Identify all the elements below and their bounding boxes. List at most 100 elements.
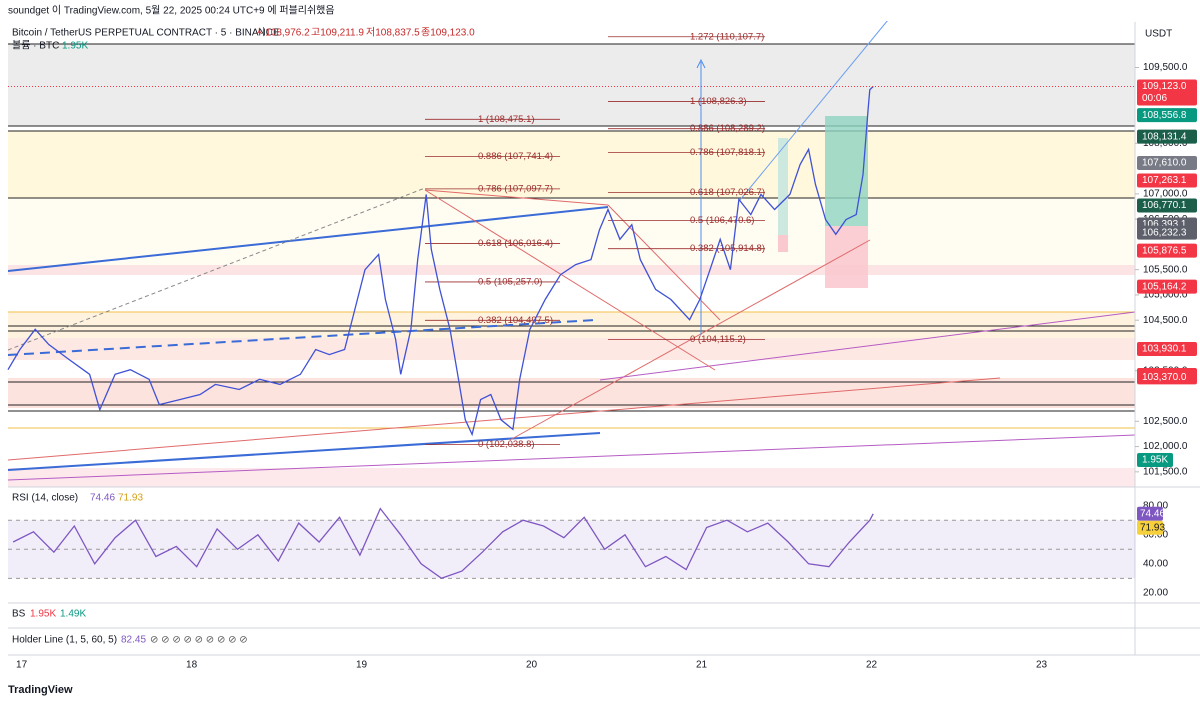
price-badge-sub: 00:06	[1142, 93, 1167, 104]
price-badge	[1137, 79, 1197, 106]
x-tick-label: 22	[866, 660, 878, 671]
price-line	[7, 86, 874, 437]
price-badge	[1137, 156, 1197, 171]
symbol: Bitcoin / TetherUS PERPETUAL CONTRACT · …	[12, 28, 280, 39]
orange-band	[8, 312, 1135, 338]
trend-line	[7, 432, 601, 471]
volume-label: 볼륨 · BTC	[12, 40, 59, 52]
rsi-badge-text: 74.46	[1140, 508, 1165, 519]
long-position-loss	[825, 226, 868, 288]
price-badge-text: 109,123.0	[1142, 81, 1187, 92]
fib-label: 0.5 (106,470.6)	[690, 215, 754, 226]
y-tick-label: 105,500.0	[1143, 264, 1188, 275]
trend-line	[7, 377, 1001, 461]
volume-badge-text: 1.95K	[1142, 455, 1168, 466]
y-tick-label: 104,500.0	[1143, 315, 1188, 326]
price-badge-text: 103,930.1	[1142, 344, 1187, 355]
dashed-trend-line	[7, 319, 596, 356]
price-badge-text: 103,370.0	[1142, 372, 1187, 383]
rsi-ma-badge	[1137, 520, 1163, 535]
trend-line	[599, 311, 1136, 381]
price-badge-text: 105,164.2	[1142, 281, 1187, 292]
long-position-profit	[825, 116, 868, 226]
y-tick-label: 107,000.0	[1143, 188, 1188, 199]
price-badge-text: 108,131.4	[1142, 131, 1187, 142]
pink-band	[8, 265, 1135, 275]
fib-label: 0 (102,038.8)	[478, 439, 535, 450]
yellow-levels	[8, 311, 1135, 429]
fib-label: 1.272 (110,107.7)	[690, 31, 764, 42]
price-badge	[1137, 129, 1197, 144]
rsi-ma-value: 71.93	[118, 493, 143, 504]
rsi-tick-label: 80.00	[1143, 500, 1168, 511]
price-badge-text: 108,556.8	[1142, 110, 1187, 121]
currency: USDT	[1145, 29, 1172, 40]
brand: TradingView	[8, 684, 73, 696]
x-tick-label: 19	[356, 660, 368, 671]
fib-label: 0.786 (107,818.1)	[690, 147, 765, 158]
price-badge-text: 106,232.3	[1142, 227, 1187, 238]
price-badge	[1137, 342, 1197, 357]
y-tick-label: 102,500.0	[1143, 416, 1188, 427]
publisher: soundget 이 TradingView.com, 5월 22, 2025 …	[8, 4, 335, 17]
trend-line	[7, 434, 1136, 481]
price-badge	[1137, 279, 1197, 294]
pink-band	[8, 468, 1135, 487]
small-loss-box	[778, 235, 788, 252]
price-badge	[1137, 243, 1197, 258]
holder-value: 82.45	[121, 635, 146, 646]
fib-label: 1 (108,826.3)	[690, 96, 747, 107]
fib-label: 0.886 (107,741.4)	[478, 151, 553, 162]
price-badge	[1137, 225, 1197, 240]
price-badge	[1137, 370, 1197, 385]
holder-icons: ⊘ ⊘ ⊘ ⊘ ⊘ ⊘ ⊘ ⊘ ⊘	[150, 635, 248, 646]
open: 시108,976.2	[256, 27, 310, 39]
price-badge-text: 107,263.1	[1142, 175, 1187, 186]
fib-label: 0.786 (107,097.7)	[478, 183, 553, 194]
price-badge-text: 105,876.5	[1142, 245, 1187, 256]
bs-value: 1.95K	[30, 609, 56, 620]
fib-label: 0.382 (105,914.8)	[690, 243, 765, 254]
volume-badge	[1137, 453, 1173, 467]
y-tick-label: 102,000.0	[1143, 441, 1188, 452]
arrow-head	[696, 58, 706, 69]
fib-label: 0.618 (106,016.4)	[478, 238, 553, 249]
high: 고109,211.9	[311, 28, 364, 39]
y-tick-label: 109,500.0	[1143, 62, 1188, 73]
bs-value: 1.49K	[60, 609, 86, 620]
y-tick-label: 105,000.0	[1143, 290, 1188, 301]
price-badge	[1137, 173, 1197, 188]
x-tick-label: 20	[526, 660, 538, 671]
pink-band	[8, 378, 1135, 408]
y-tick-label: 101,500.0	[1143, 466, 1188, 477]
pink-band	[8, 338, 1135, 360]
price-badge-text: 106,770.1	[1142, 200, 1187, 211]
x-tick-label: 18	[186, 660, 198, 671]
x-tick-label: 23	[1036, 660, 1048, 671]
price-badge-text: 107,610.0	[1142, 158, 1187, 169]
volume-value: 1.95K	[62, 41, 88, 52]
small-profit-box	[778, 138, 788, 235]
bs-label: BS	[12, 609, 26, 620]
close: 종109,123.0	[421, 27, 475, 39]
trend-line	[739, 19, 889, 201]
x-tick-label: 21	[696, 660, 708, 671]
rsi-tick-label: 60.00	[1143, 529, 1168, 540]
fib-label: 0.382 (104,497.5)	[478, 315, 553, 326]
price-line	[12, 507, 874, 580]
rsi-tick-label: 40.00	[1143, 558, 1168, 569]
rsi-tick-label: 20.00	[1143, 587, 1168, 598]
fib-label: 0.886 (108,289.2)	[690, 123, 765, 134]
rsi-ma-badge-text: 71.93	[1140, 522, 1165, 533]
header-bg	[8, 0, 1200, 21]
rsi-value: 74.46	[90, 493, 115, 504]
price-badge	[1137, 108, 1197, 123]
rsi-label: RSI (14, close)	[12, 493, 78, 504]
fib-label: 0 (104,115.2)	[690, 334, 746, 345]
yellow-zone	[8, 131, 1135, 198]
trend-line	[7, 206, 609, 272]
fib-label: 0.618 (107,026.7)	[690, 187, 765, 198]
gray-zone	[8, 44, 1135, 126]
fib-label: 0.5 (105,257.0)	[478, 276, 542, 287]
